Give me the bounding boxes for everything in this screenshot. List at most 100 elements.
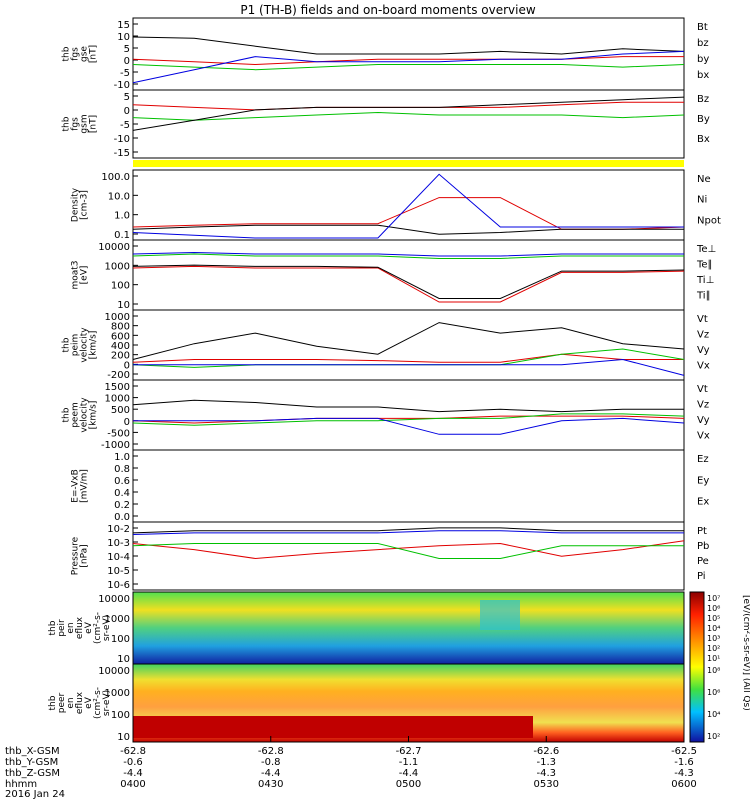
legend-Te⊥: Te⊥: [696, 244, 716, 255]
y-tick-label: 1000: [105, 394, 130, 405]
colorbar-tick-label: 10⁴: [707, 624, 720, 633]
colorbar-label: [eV/(cm²-s-sr-eV)] (All Qs): [741, 595, 750, 711]
legend-Ti⊥: Ti⊥: [696, 275, 714, 286]
colorbar-tick-label: 10⁶: [707, 688, 720, 697]
y-tick-label: 0.2: [114, 500, 130, 511]
y-tick-label: 15: [117, 20, 130, 31]
legend-Ez: Ez: [697, 454, 709, 465]
series-line-bz: [132, 56, 684, 66]
series-line-Npot: [132, 173, 684, 239]
panel-9: 10000 1000 100 10 thb peer en eflux eV (cm²-s-sr-…: [48, 666, 720, 743]
series-line-Ne: [132, 197, 685, 230]
x-row-value: 0430: [258, 779, 283, 790]
legend-Vt: Vt: [697, 384, 708, 395]
x-row-label: thb_Y-GSM: [5, 757, 58, 768]
series-line-by: [132, 64, 685, 71]
legend-by: by: [697, 54, 709, 65]
y-axis-label: gse: [80, 46, 90, 62]
y-tick-label: -10: [114, 134, 130, 145]
legend-Pi: Pi: [697, 571, 706, 582]
series-line-Vz: [132, 415, 685, 424]
legend-Pt: Pt: [697, 526, 707, 537]
y-axis-label: (cm²-s-: [93, 687, 103, 719]
y-axis-label: [nT]: [89, 115, 99, 133]
y-axis-label: thb: [62, 116, 72, 131]
series-line-By: [132, 111, 685, 121]
y-tick-label: 800: [111, 322, 130, 333]
y-axis-label: Pressure: [71, 536, 81, 575]
series-line-Pb: [132, 540, 685, 560]
panel-2: 100.0 10.0 1.0 0.1 Density [cm-3] Ne Ni Npot: [71, 169, 721, 241]
x-row-value: -62.8: [258, 746, 284, 757]
y-axis-label: thb: [48, 620, 58, 635]
series-line-Vt: [132, 399, 684, 413]
colorbar-tick-label: 10⁴: [707, 710, 720, 719]
y-axis-label: fgs: [71, 47, 81, 61]
y-axis-label: [km/s]: [89, 331, 99, 360]
legend-Npot: Npot: [697, 215, 721, 226]
y-tick-label: 10: [117, 32, 130, 43]
y-axis-label: peer: [57, 692, 67, 713]
y-axis-label: thb: [62, 46, 72, 61]
colorbar-tick-label: 10²: [707, 644, 720, 653]
x-row-value: -4.3: [674, 768, 694, 779]
series-line-Pi: [132, 530, 684, 535]
panel-1: 5 0 -5 -10 -15 thb fgs gsm [nT] Bz By Bx: [62, 89, 710, 159]
y-tick-label: 100.0: [101, 172, 130, 183]
legend-Vz: Vz: [697, 330, 709, 341]
x-row-value: -4.4: [123, 768, 143, 779]
y-tick-label: 1000: [105, 312, 130, 323]
y-tick-label: 0.0: [114, 512, 130, 523]
figure-title: P1 (TH-B) fields and on-board moments ov…: [240, 3, 536, 17]
legend-Bz: Bz: [697, 94, 709, 105]
y-axis-label: [mV/m]: [80, 469, 90, 503]
series-line-Pt: [132, 527, 684, 534]
y-axis-label: sr-eV): [102, 615, 112, 641]
legend-Pb: Pb: [697, 541, 709, 552]
series-line-Vx: [133, 417, 685, 435]
x-row-value: 0600: [671, 779, 696, 790]
series-line-Ti∥: [132, 253, 684, 259]
y-tick-label: 0: [124, 106, 130, 117]
y-tick-label: 600: [111, 331, 130, 342]
colorbar-tick-label: 10³: [707, 634, 720, 643]
colorbar-tick-label: 10⁵: [707, 614, 720, 623]
legend-Vx: Vx: [697, 361, 710, 372]
x-row-value: -1.3: [536, 757, 556, 768]
x-row-value: -0.6: [123, 757, 143, 768]
colorbar-tick-label: 10¹: [707, 654, 720, 663]
y-axis-label: eflux: [75, 691, 85, 714]
y-axis-label: eV: [84, 696, 94, 709]
x-row-label: thb_Z-GSM: [5, 768, 60, 779]
y-axis-label: en: [66, 622, 76, 633]
colorbar: [689, 591, 705, 743]
y-tick-label: 10.0: [108, 191, 130, 202]
y-tick-label: 0.8: [114, 464, 130, 475]
series-line-Ni: [132, 224, 684, 235]
y-tick-label: -500: [107, 428, 130, 439]
y-tick-label: 100: [111, 281, 130, 292]
y-tick-label: 0: [124, 56, 130, 67]
y-tick-label: 10000: [98, 666, 130, 677]
y-tick-label: -15: [114, 148, 130, 159]
y-tick-label: -1000: [101, 440, 130, 451]
colorbar-tick-label: 10⁷: [707, 594, 720, 603]
y-tick-label: 10-5: [107, 566, 130, 577]
y-tick-label: 1.0: [114, 211, 130, 222]
legend-Ne: Ne: [697, 174, 711, 185]
legend-Vx: Vx: [697, 431, 710, 442]
legend-Te∥: Te∥: [696, 260, 713, 271]
x-row-value: 0400: [120, 779, 145, 790]
y-tick-label: 1000: [105, 688, 130, 699]
y-axis-label: moat3: [71, 260, 81, 289]
x-row-value: 0530: [534, 779, 559, 790]
legend-Bx: Bx: [697, 134, 710, 145]
y-axis-label: [nPa]: [80, 544, 90, 567]
y-axis-label: (cm²-s-: [93, 612, 103, 644]
y-tick-label: -10: [114, 80, 130, 91]
series-line-bx: [132, 50, 685, 84]
